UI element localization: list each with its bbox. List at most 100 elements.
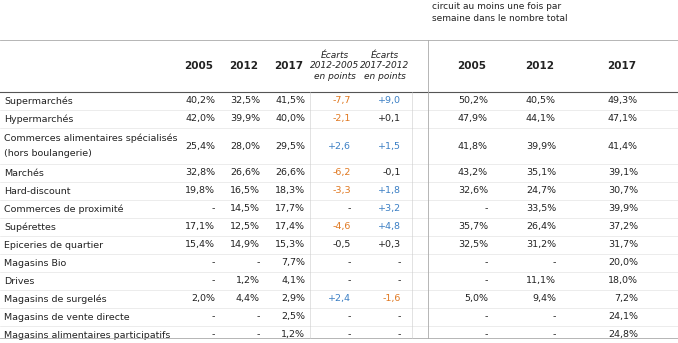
Text: -: -: [257, 259, 260, 268]
Text: 2,9%: 2,9%: [281, 295, 305, 304]
Text: 32,8%: 32,8%: [185, 168, 215, 177]
Text: -: -: [348, 312, 351, 321]
Text: 24,1%: 24,1%: [608, 312, 638, 321]
Text: -: -: [397, 259, 401, 268]
Text: Epiceries de quartier: Epiceries de quartier: [4, 240, 103, 249]
Text: -2,1: -2,1: [333, 115, 351, 123]
Text: 41,5%: 41,5%: [275, 96, 305, 106]
Text: Supermarchés: Supermarchés: [4, 96, 73, 106]
Text: +4,8: +4,8: [378, 223, 401, 232]
Text: Écarts
2017-2012
en points: Écarts 2017-2012 en points: [361, 51, 410, 81]
Text: 39,9%: 39,9%: [230, 115, 260, 123]
Text: -: -: [348, 259, 351, 268]
Text: 41,4%: 41,4%: [608, 142, 638, 151]
Text: 33,5%: 33,5%: [525, 204, 556, 213]
Text: 26,6%: 26,6%: [230, 168, 260, 177]
Text: Drives: Drives: [4, 276, 35, 285]
Text: Commerces de proximité: Commerces de proximité: [4, 204, 123, 214]
Text: Magasins alimentaires participatifs: Magasins alimentaires participatifs: [4, 331, 170, 340]
Text: 29,5%: 29,5%: [275, 142, 305, 151]
Text: 17,4%: 17,4%: [275, 223, 305, 232]
Text: +1,8: +1,8: [378, 187, 401, 196]
Text: -: -: [485, 276, 488, 285]
Text: 1,2%: 1,2%: [236, 276, 260, 285]
Text: 16,5%: 16,5%: [230, 187, 260, 196]
Text: 32,5%: 32,5%: [458, 240, 488, 249]
Text: 9,4%: 9,4%: [532, 295, 556, 304]
Text: Magasins de vente directe: Magasins de vente directe: [4, 312, 129, 321]
Text: Commerces alimentaires spécialisés: Commerces alimentaires spécialisés: [4, 133, 178, 143]
Text: 49,3%: 49,3%: [608, 96, 638, 106]
Text: -: -: [212, 204, 215, 213]
Text: 11,1%: 11,1%: [526, 276, 556, 285]
Text: 2,0%: 2,0%: [191, 295, 215, 304]
Text: (hors boulangerie): (hors boulangerie): [4, 150, 92, 158]
Text: 24,8%: 24,8%: [608, 331, 638, 340]
Text: 12,5%: 12,5%: [230, 223, 260, 232]
Text: 35,7%: 35,7%: [458, 223, 488, 232]
Text: 43,2%: 43,2%: [458, 168, 488, 177]
Text: 28,0%: 28,0%: [230, 142, 260, 151]
Text: Hypermarchés: Hypermarchés: [4, 114, 73, 124]
Text: 2012: 2012: [525, 61, 555, 71]
Text: 47,9%: 47,9%: [458, 115, 488, 123]
Text: -: -: [212, 259, 215, 268]
Text: -: -: [348, 276, 351, 285]
Text: 20,0%: 20,0%: [608, 259, 638, 268]
Text: 24,7%: 24,7%: [526, 187, 556, 196]
Text: 30,7%: 30,7%: [608, 187, 638, 196]
Text: -7,7: -7,7: [333, 96, 351, 106]
Text: 15,4%: 15,4%: [185, 240, 215, 249]
Text: Marchés: Marchés: [4, 168, 44, 177]
Text: 7,2%: 7,2%: [614, 295, 638, 304]
Text: -: -: [485, 259, 488, 268]
Text: 26,4%: 26,4%: [526, 223, 556, 232]
Text: 14,5%: 14,5%: [230, 204, 260, 213]
Text: 40,0%: 40,0%: [275, 115, 305, 123]
Text: 2005: 2005: [184, 61, 214, 71]
Text: -1,6: -1,6: [382, 295, 401, 304]
Text: -: -: [257, 312, 260, 321]
Text: -4,6: -4,6: [333, 223, 351, 232]
Text: +2,6: +2,6: [328, 142, 351, 151]
Text: -0,5: -0,5: [333, 240, 351, 249]
Text: 35,1%: 35,1%: [526, 168, 556, 177]
Text: Magasins de surgelés: Magasins de surgelés: [4, 294, 106, 304]
Text: -: -: [212, 312, 215, 321]
Text: 32,6%: 32,6%: [458, 187, 488, 196]
Text: 18,3%: 18,3%: [275, 187, 305, 196]
Text: 2017: 2017: [607, 61, 637, 71]
Text: 14,9%: 14,9%: [230, 240, 260, 249]
Text: 26,6%: 26,6%: [275, 168, 305, 177]
Text: 19,8%: 19,8%: [185, 187, 215, 196]
Text: circuit au moins une fois par
semaine dans le nombre total: circuit au moins une fois par semaine da…: [432, 2, 567, 23]
Text: 40,2%: 40,2%: [185, 96, 215, 106]
Text: +1,5: +1,5: [378, 142, 401, 151]
Text: 32,5%: 32,5%: [230, 96, 260, 106]
Text: 42,0%: 42,0%: [185, 115, 215, 123]
Text: -6,2: -6,2: [333, 168, 351, 177]
Text: -: -: [397, 331, 401, 340]
Text: 31,2%: 31,2%: [526, 240, 556, 249]
Text: 37,2%: 37,2%: [608, 223, 638, 232]
Text: -: -: [553, 331, 556, 340]
Text: -: -: [485, 204, 488, 213]
Text: -: -: [257, 331, 260, 340]
Text: 2017: 2017: [275, 61, 304, 71]
Text: 18,0%: 18,0%: [608, 276, 638, 285]
Text: 31,7%: 31,7%: [608, 240, 638, 249]
Text: 7,7%: 7,7%: [281, 259, 305, 268]
Text: 39,9%: 39,9%: [608, 204, 638, 213]
Text: 47,1%: 47,1%: [608, 115, 638, 123]
Text: 17,1%: 17,1%: [185, 223, 215, 232]
Text: 39,9%: 39,9%: [526, 142, 556, 151]
Text: 40,5%: 40,5%: [526, 96, 556, 106]
Text: 41,8%: 41,8%: [458, 142, 488, 151]
Text: -: -: [397, 312, 401, 321]
Text: -: -: [553, 259, 556, 268]
Text: Magasins Bio: Magasins Bio: [4, 259, 66, 268]
Text: -: -: [485, 312, 488, 321]
Text: -: -: [397, 276, 401, 285]
Text: 17,7%: 17,7%: [275, 204, 305, 213]
Text: +2,4: +2,4: [328, 295, 351, 304]
